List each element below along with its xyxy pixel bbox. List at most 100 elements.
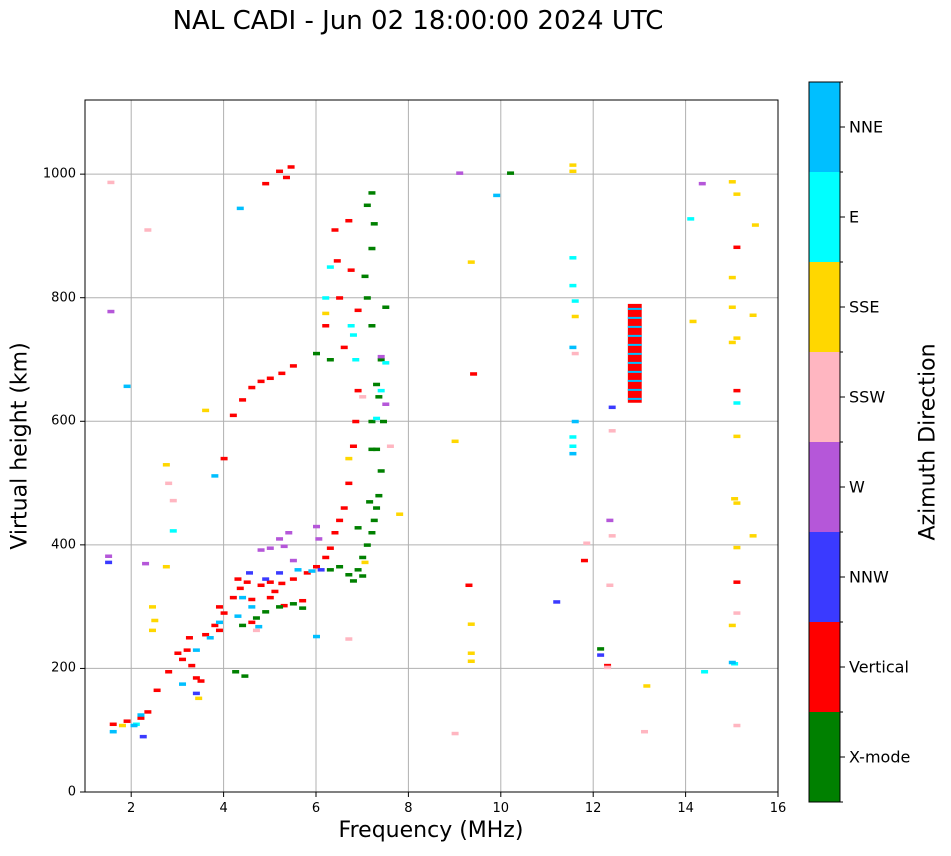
data-point-sse [162,463,170,467]
data-point-w [289,558,297,563]
colorbar-tick-label: NNE [849,117,884,137]
data-point-x-mode [299,606,307,610]
data-point-w [382,402,390,406]
colorbar-tick-label: SSE [849,297,880,317]
data-point-x-mode [507,171,515,175]
data-point-x-mode [363,296,371,300]
data-point-sse [728,180,736,184]
data-point-x-mode [368,191,376,195]
data-point-e [569,283,577,288]
data-block-stripe [627,388,642,391]
colorbar-tick-label: X-mode [849,747,911,767]
data-point-e [377,388,385,393]
data-point-nne [206,636,214,640]
plot-area-frame [84,99,779,793]
data-block-stripe [627,361,642,364]
data-point-vertical [465,583,473,588]
data-point-sse [162,564,170,569]
data-block-stripe [627,343,642,346]
data-point-sse [118,723,126,728]
data-point-x-mode [262,610,270,614]
data-point-vertical [220,611,228,615]
data-point-vertical [349,444,357,448]
data-point-vertical [470,372,478,376]
data-point-vertical [229,595,237,600]
data-point-e [373,416,381,421]
colorbar-segment [809,532,840,622]
data-point-vertical [313,564,320,569]
data-point-w [266,546,274,550]
data-point-vertical [326,546,334,550]
data-point-vertical [278,581,286,586]
colorbar-frame [808,81,841,803]
data-point-vertical [257,379,265,384]
data-point-w [313,524,320,529]
grid-lines [85,100,779,793]
data-point-sse [345,456,353,461]
data-point-sse [643,684,651,688]
data-point-ssw [583,541,591,546]
data-point-x-mode [373,382,381,387]
data-point-x-mode [336,564,344,569]
data-point-e [169,529,177,533]
data-point-sse [733,545,741,550]
data-point-ssw [606,583,614,588]
data-point-vertical [299,598,307,603]
data-point-ssw [386,444,394,448]
data-point-vertical [257,583,265,588]
y-axis-label: Virtual height (km) [7,342,33,550]
data-point-vertical [179,657,187,662]
data-point-nne [109,729,117,734]
data-point-sse [467,622,475,626]
data-point-w [280,544,288,549]
data-point-vertical [266,580,274,584]
data-point-e [347,324,355,328]
data-point-vertical [733,580,741,584]
data-point-vertical [345,218,353,223]
data-block-stripe [627,316,642,319]
data-block-stripe [627,352,642,355]
data-point-x-mode [326,568,334,572]
data-point-sse [202,408,210,413]
data-point-x-mode [375,395,383,399]
data-point-w [107,309,115,314]
colorbar [808,81,845,803]
data-point-ssw [733,611,741,615]
data-point-sse [731,497,739,501]
data-point-ssw [107,180,115,185]
data-point-ssw [451,731,459,736]
data-point-w [377,354,385,359]
colorbar-segment [809,442,840,532]
data-block-stripe [627,397,642,400]
data-point-vertical [202,632,210,637]
data-point-vertical [248,597,256,602]
data-point-x-mode [232,670,240,674]
data-point-vertical [347,268,355,272]
y-tick-label: 0 [67,784,76,800]
data-point-nnw [262,577,270,581]
data-point-vertical [248,385,256,390]
data-point-nne [215,620,223,625]
x-axis-label: Frequency (MHz) [338,818,524,843]
colorbar-segment [809,352,840,442]
data-point-ssw [604,665,612,670]
x-tick-label: 2 [127,801,136,816]
data-point-sse [749,534,757,538]
data-point-vertical [282,175,290,180]
data-point-vertical [123,719,131,723]
data-point-vertical [354,308,362,313]
data-point-e [701,670,709,674]
data-point-w [105,554,113,558]
data-point-vertical [352,419,360,424]
data-block-stripe [627,307,642,310]
data-point-vertical [322,555,330,560]
data-point-vertical [153,688,161,693]
data-point-x-mode [354,568,362,572]
data-point-ssw [608,429,616,433]
data-point-vertical [188,663,196,668]
data-point-x-mode [349,579,357,583]
data-point-vertical [331,228,339,232]
data-point-e [571,299,579,303]
x-tick-label: 8 [404,801,413,816]
data-point-vertical [220,456,228,461]
